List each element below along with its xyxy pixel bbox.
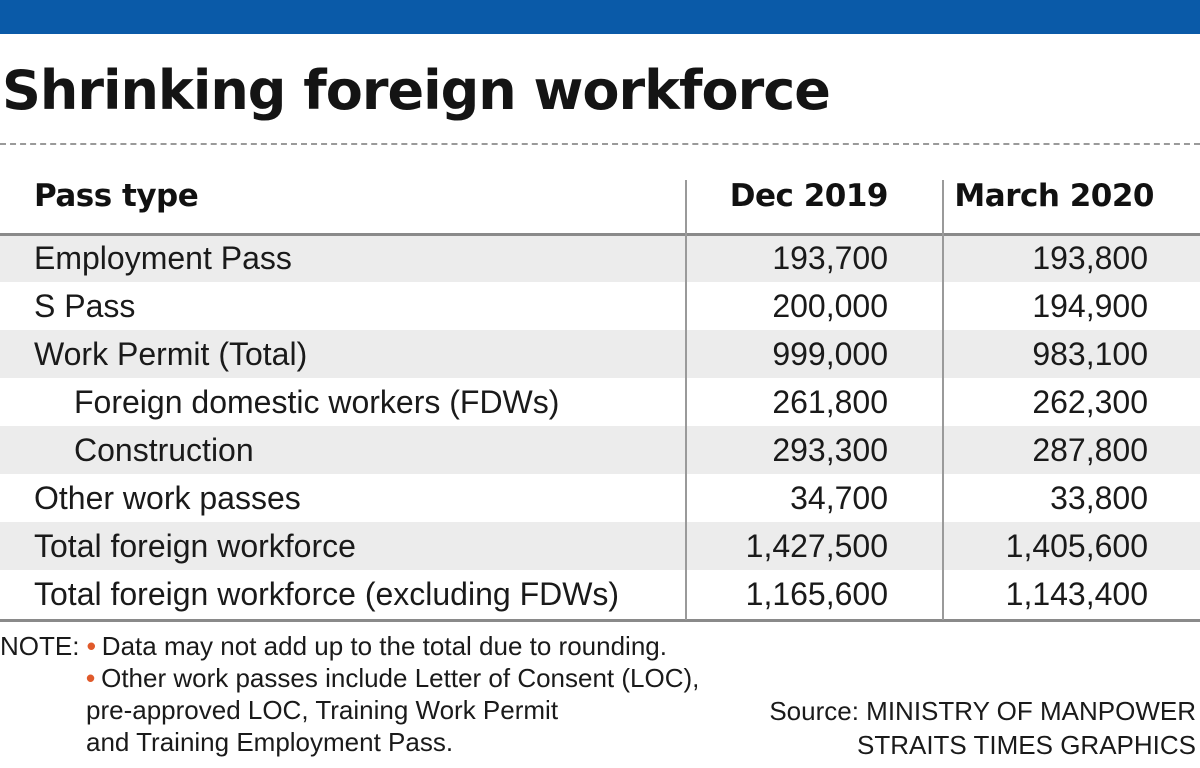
- note-prefix: NOTE:: [0, 631, 80, 661]
- table-body: Employment Pass 193,700 193,800 S Pass 200,0…: [0, 234, 1200, 618]
- value-march-2020: 33,800: [1050, 479, 1148, 516]
- source-credit: Source: MINISTRY OF MANPOWER STRAITS TIM…: [769, 694, 1196, 762]
- table-row: S Pass 200,000 194,900: [0, 282, 1200, 330]
- row-label: Total foreign workforce: [34, 527, 356, 564]
- table-header-row: Pass type Dec 2019 March 2020: [0, 158, 1200, 234]
- header-dec-2019: Dec 2019: [729, 178, 889, 214]
- table-row: Employment Pass 193,700 193,800: [0, 234, 1200, 282]
- value-march-2020: 287,800: [1032, 431, 1148, 468]
- row-label: Other work passes: [34, 479, 301, 516]
- value-dec-2019: 1,427,500: [745, 527, 888, 564]
- table-row: Foreign domestic workers (FDWs) 261,800 26…: [0, 378, 1200, 426]
- data-table: Pass type Dec 2019 March 2020 Employment…: [0, 158, 1200, 618]
- note-continuation: pre-approved LOC, Training Work Permit: [86, 695, 559, 725]
- row-label: Work Permit (Total): [34, 335, 308, 372]
- note-line: • Other work passes include Letter of Con…: [0, 662, 760, 694]
- header-rule: [0, 233, 1200, 236]
- row-label: Total foreign workforce (excluding FDWs): [34, 575, 620, 612]
- note-continuation: and Training Employment Pass.: [86, 727, 454, 757]
- chart-title: Shrinking foreign workforce: [2, 59, 831, 122]
- table-row: Total foreign workforce (excluding FDWs)…: [0, 570, 1200, 618]
- value-march-2020: 1,143,400: [1005, 575, 1148, 612]
- value-dec-2019: 293,300: [772, 431, 888, 468]
- value-march-2020: 262,300: [1032, 383, 1148, 420]
- bullet-icon: •: [86, 663, 96, 693]
- notes-block: NOTE: • Data may not add up to the total …: [0, 630, 760, 758]
- header-pass-type: Pass type: [34, 178, 199, 214]
- table-row: Construction 293,300 287,800: [0, 426, 1200, 474]
- value-march-2020: 1,405,600: [1005, 527, 1148, 564]
- column-divider-1: [685, 180, 687, 620]
- table-row: Other work passes 34,700 33,800: [0, 474, 1200, 522]
- table-row: Work Permit (Total) 999,000 983,100: [0, 330, 1200, 378]
- value-dec-2019: 261,800: [772, 383, 888, 420]
- value-march-2020: 194,900: [1032, 287, 1148, 324]
- value-dec-2019: 1,165,600: [745, 575, 888, 612]
- note-text: Data may not add up to the total due to …: [101, 631, 667, 661]
- row-label: S Pass: [34, 287, 136, 324]
- value-march-2020: 193,800: [1032, 239, 1148, 276]
- bottom-rule: [0, 619, 1200, 622]
- note-line: NOTE: • Data may not add up to the total …: [0, 630, 760, 662]
- row-label: Foreign domestic workers (FDWs): [74, 383, 560, 420]
- table-row: Total foreign workforce 1,427,500 1,405,60…: [0, 522, 1200, 570]
- credit-line: STRAITS TIMES GRAPHICS: [856, 730, 1196, 760]
- note-text: Other work passes include Letter of Cons…: [101, 663, 700, 693]
- row-label: Employment Pass: [34, 239, 292, 276]
- column-divider-2: [942, 180, 944, 620]
- value-dec-2019: 200,000: [772, 287, 888, 324]
- header-march-2020: March 2020: [954, 178, 1154, 214]
- dashed-divider: [0, 143, 1200, 145]
- value-march-2020: 983,100: [1032, 335, 1148, 372]
- top-color-band: [0, 0, 1200, 34]
- bullet-icon: •: [86, 631, 96, 661]
- value-dec-2019: 193,700: [772, 239, 888, 276]
- source-line: Source: MINISTRY OF MANPOWER: [769, 696, 1196, 726]
- row-label: Construction: [74, 431, 254, 468]
- value-dec-2019: 999,000: [772, 335, 888, 372]
- value-dec-2019: 34,700: [790, 479, 888, 516]
